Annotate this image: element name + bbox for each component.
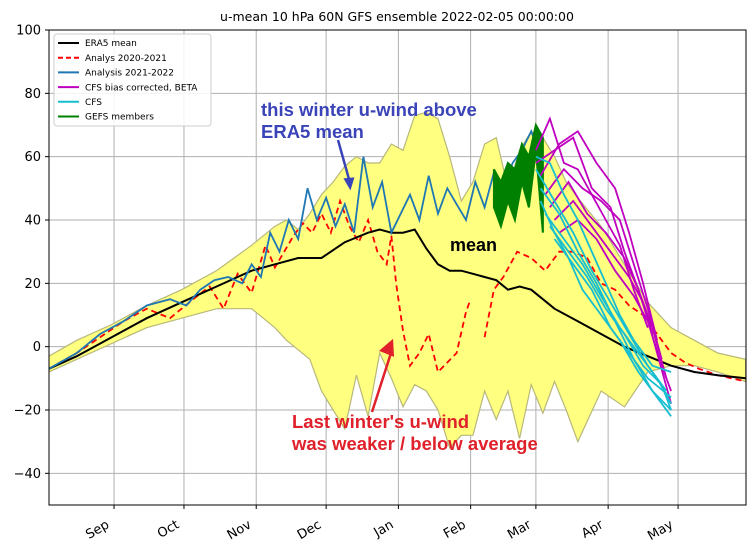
legend: ERA5 mean Analys 2020-2021 Analysis 2021-2… — [53, 33, 212, 127]
x-tick-label: Oct — [155, 517, 182, 541]
annotation-above-mean-text: this winter u-wind above — [261, 99, 477, 120]
annotation-above-mean-text: ERA5 mean — [261, 121, 364, 142]
legend-box — [53, 33, 212, 127]
series-analysis-2021-2022 — [49, 129, 542, 370]
legend-entry-label: Analysis 2021-2022 — [85, 69, 174, 79]
x-tick-label: Nov — [225, 517, 255, 543]
x-tick-label: Jan — [371, 517, 397, 541]
plot-frame — [48, 29, 747, 506]
x-tick-label: Sep — [83, 517, 112, 542]
legend-entry-label: ERA5 mean — [85, 39, 137, 49]
series-cfs-bias-corrected-beta-member — [539, 130, 658, 341]
y-tick-label: −40 — [14, 467, 41, 482]
arrowhead-red-icon — [379, 338, 395, 357]
series-cfs-bias-corrected-beta-member — [549, 180, 668, 379]
series-era5-mean — [49, 228, 746, 380]
legend-entry-label: CFS — [85, 98, 102, 108]
x-tick-label: May — [645, 517, 676, 544]
y-tick-label: 20 — [24, 277, 41, 292]
series-cfs-member — [535, 155, 672, 373]
arrowhead-blue-icon — [343, 177, 355, 191]
legend-entry-label: Analys 2020-2021 — [85, 54, 167, 64]
y-tick-label: 60 — [24, 150, 41, 165]
x-axis: Sep Oct Nov Dec Jan Feb Mar Apr May — [83, 505, 679, 544]
series-cfs-member — [549, 225, 672, 411]
x-tick-label: Feb — [441, 517, 468, 542]
x-tick-label: Mar — [505, 517, 534, 543]
plot-area — [48, 29, 747, 506]
legend-entry-label: GEFS members — [85, 113, 154, 123]
y-axis: −40 −20 0 20 40 60 80 100 — [14, 24, 49, 482]
y-tick-label: 80 — [24, 87, 41, 102]
legend-entry-label: CFS bias corrected, BETA — [85, 83, 198, 93]
series-gefs-members — [492, 122, 544, 233]
series-layer — [49, 116, 746, 417]
annotation-below-average-text: was weaker / below average — [291, 433, 538, 454]
annotation-below-average-text: Last winter's u-wind — [292, 411, 469, 432]
series-cfs-bias-corrected-beta-member — [558, 218, 672, 392]
annotation-arrow-red — [370, 352, 393, 413]
annotation-arrow-blue — [336, 139, 352, 185]
series-cfs-bias-corrected-beta-member — [544, 167, 663, 360]
y-tick-label: 40 — [24, 214, 41, 229]
annotation-mean-label: mean — [450, 235, 497, 255]
series-cfs-member — [539, 200, 672, 417]
y-tick-label: 0 — [33, 340, 41, 355]
x-tick-label: Apr — [579, 517, 607, 542]
y-tick-label: 100 — [16, 24, 41, 39]
series-cfs-member — [544, 213, 672, 405]
x-tick-label: Dec — [295, 517, 324, 543]
y-tick-label: −20 — [14, 404, 41, 419]
chart-title: u-mean 10 hPa 60N GFS ensemble 2022-02-0… — [220, 9, 574, 24]
series-cfs-member — [553, 238, 672, 398]
